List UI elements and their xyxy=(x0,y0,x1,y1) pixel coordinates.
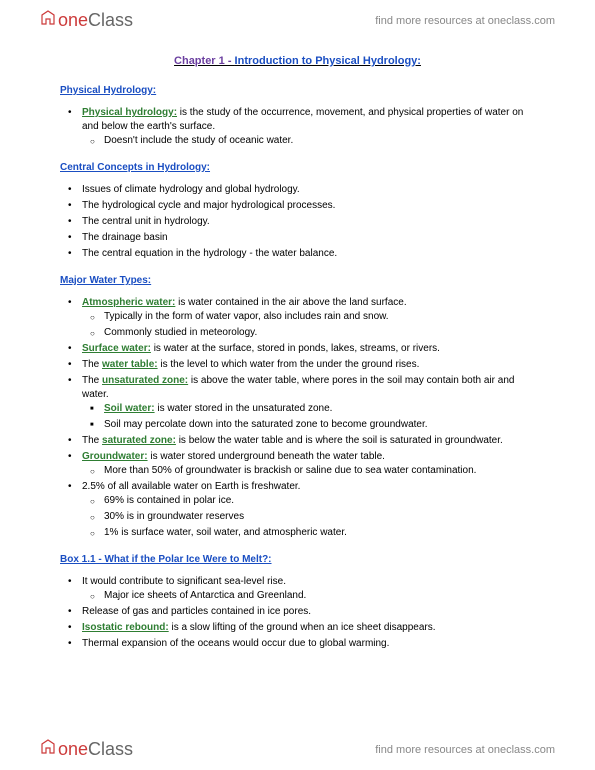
list-item: The drainage basin xyxy=(82,231,535,245)
list-physical-hydrology: Physical hydrology: is the study of the … xyxy=(60,106,535,148)
list-item: Soil may percolate down into the saturat… xyxy=(104,418,535,432)
section-box-1-1: Box 1.1 - What if the Polar Ice Were to … xyxy=(60,554,535,565)
text: is the level to which water from the und… xyxy=(158,359,420,370)
term-atmospheric-water: Atmospheric water: xyxy=(82,297,175,308)
term-isostatic-rebound: Isostatic rebound: xyxy=(82,622,169,633)
list-item: The central unit in hydrology. xyxy=(82,215,535,229)
list-item: The hydrological cycle and major hydrolo… xyxy=(82,199,535,213)
section-physical-hydrology: Physical Hydrology: xyxy=(60,85,535,96)
list-water-types: Atmospheric water: is water contained in… xyxy=(60,296,535,540)
text: is water contained in the air above the … xyxy=(175,297,406,308)
title-chapter: Chapter 1 - xyxy=(174,55,235,67)
term-unsaturated-zone: unsaturated zone: xyxy=(102,375,188,386)
brand-logo: oneClass xyxy=(40,10,133,31)
text: It would contribute to significant sea-l… xyxy=(82,576,286,587)
list-polar-ice: It would contribute to significant sea-l… xyxy=(60,575,535,651)
title-text: Introduction to Physical Hydrology: xyxy=(235,55,421,67)
list-item: It would contribute to significant sea-l… xyxy=(82,575,535,603)
page-header: oneClass find more resources at oneclass… xyxy=(0,0,595,41)
list-item: Surface water: is water at the surface, … xyxy=(82,342,535,356)
document-body: Chapter 1 - Introduction to Physical Hyd… xyxy=(0,0,595,708)
list-item: Major ice sheets of Antarctica and Green… xyxy=(104,589,535,603)
list-item: Typically in the form of water vapor, al… xyxy=(104,310,535,324)
page-title: Chapter 1 - Introduction to Physical Hyd… xyxy=(60,55,535,67)
list-item: More than 50% of groundwater is brackish… xyxy=(104,464,535,478)
text: The xyxy=(82,359,102,370)
section-water-types: Major Water Types: xyxy=(60,275,535,286)
term-saturated-zone: saturated zone: xyxy=(102,435,176,446)
footer-tagline: find more resources at oneclass.com xyxy=(375,744,555,756)
list-item: Soil water: is water stored in the unsat… xyxy=(104,402,535,416)
term-surface-water: Surface water: xyxy=(82,343,151,354)
list-item: The water table: is the level to which w… xyxy=(82,358,535,372)
list-item: The unsaturated zone: is above the water… xyxy=(82,374,535,432)
list-item: Release of gas and particles contained i… xyxy=(82,605,535,619)
text: is water at the surface, stored in ponds… xyxy=(151,343,440,354)
list-item: Physical hydrology: is the study of the … xyxy=(82,106,535,148)
list-item: Groundwater: is water stored underground… xyxy=(82,450,535,478)
brand-class: Class xyxy=(88,10,133,31)
text: The xyxy=(82,435,102,446)
list-item: Issues of climate hydrology and global h… xyxy=(82,183,535,197)
list-item: Commonly studied in meteorology. xyxy=(104,326,535,340)
brand-logo-footer: oneClass xyxy=(40,739,133,760)
list-central-concepts: Issues of climate hydrology and global h… xyxy=(60,183,535,261)
list-item: 2.5% of all available water on Earth is … xyxy=(82,480,535,540)
logo-icon xyxy=(40,10,56,26)
text: is water stored in the unsaturated zone. xyxy=(155,403,333,414)
brand-one: one xyxy=(58,739,88,760)
brand-class: Class xyxy=(88,739,133,760)
page-footer: oneClass find more resources at oneclass… xyxy=(0,729,595,770)
list-item: The central equation in the hydrology - … xyxy=(82,247,535,261)
list-item: Atmospheric water: is water contained in… xyxy=(82,296,535,340)
brand-one: one xyxy=(58,10,88,31)
list-item: 1% is surface water, soil water, and atm… xyxy=(104,526,535,540)
text: The xyxy=(82,375,102,386)
list-item: Thermal expansion of the oceans would oc… xyxy=(82,637,535,651)
list-item: 69% is contained in polar ice. xyxy=(104,494,535,508)
term-physical-hydrology: Physical hydrology: xyxy=(82,107,177,118)
section-central-concepts: Central Concepts in Hydrology: xyxy=(60,162,535,173)
list-item: The saturated zone: is below the water t… xyxy=(82,434,535,448)
term-groundwater: Groundwater: xyxy=(82,451,148,462)
list-item: 30% is in groundwater reserves xyxy=(104,510,535,524)
header-tagline: find more resources at oneclass.com xyxy=(375,15,555,27)
text: is water stored underground beneath the … xyxy=(148,451,385,462)
term-soil-water: Soil water: xyxy=(104,403,155,414)
list-item: Doesn't include the study of oceanic wat… xyxy=(104,134,535,148)
logo-icon xyxy=(40,739,56,755)
term-water-table: water table: xyxy=(102,359,158,370)
text: is a slow lifting of the ground when an … xyxy=(169,622,436,633)
text: is below the water table and is where th… xyxy=(176,435,503,446)
list-item: Isostatic rebound: is a slow lifting of … xyxy=(82,621,535,635)
text: 2.5% of all available water on Earth is … xyxy=(82,481,300,492)
